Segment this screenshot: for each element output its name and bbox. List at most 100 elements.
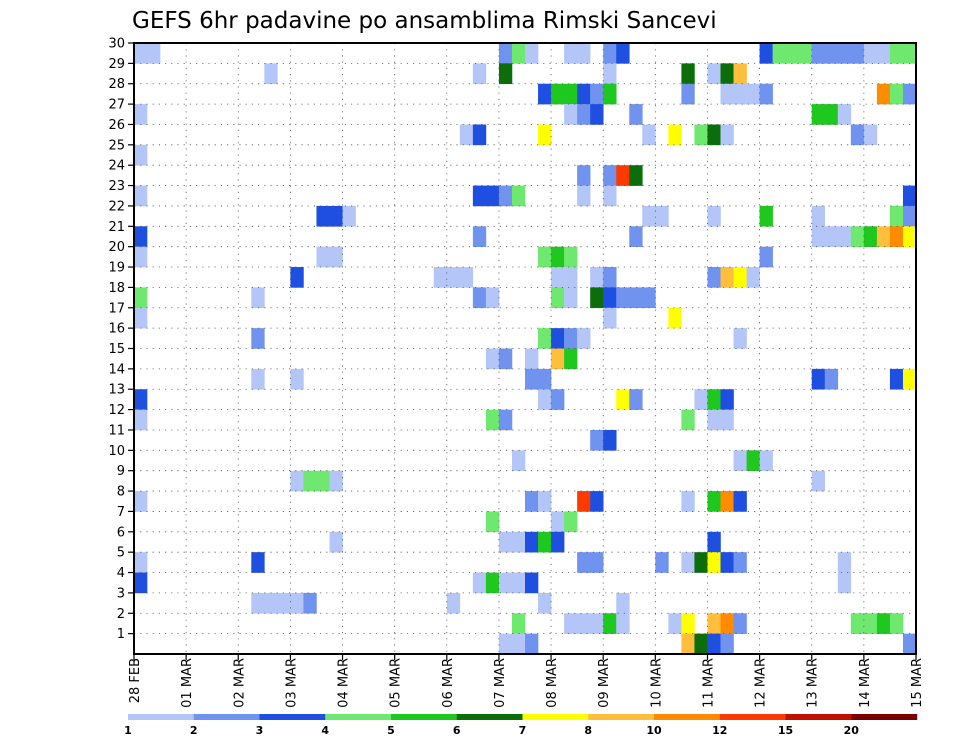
y-tick-label: 21 — [108, 220, 125, 235]
y-tick-label: 16 — [108, 322, 125, 337]
heatmap-cell — [707, 633, 721, 655]
heatmap-cell — [889, 83, 904, 105]
heatmap-cell — [863, 613, 878, 634]
y-tick-label: 3 — [117, 586, 125, 601]
heatmap-cell — [525, 43, 539, 64]
heatmap-cell — [551, 246, 565, 268]
y-axis: 1234567891011121314151617181920212223242… — [108, 37, 134, 642]
heatmap-cell — [472, 124, 487, 146]
heatmap-cell — [472, 63, 487, 85]
heatmap-cell — [720, 124, 734, 146]
heatmap-cell — [603, 287, 617, 309]
x-tick-label: 28 FEB — [128, 658, 143, 703]
colorbar-label: 10 — [646, 724, 662, 737]
x-tick-label: 10 MAR — [649, 658, 664, 708]
heatmap-cell — [303, 470, 317, 492]
heatmap-cell — [538, 531, 552, 553]
heatmap-cell — [889, 205, 904, 227]
y-tick-label: 9 — [117, 464, 125, 479]
heatmap-cell — [551, 287, 565, 309]
y-tick-label: 19 — [108, 261, 125, 276]
y-tick-label: 5 — [117, 546, 125, 561]
heatmap-cell — [525, 531, 539, 553]
heatmap-cell — [264, 63, 278, 85]
grid-lines — [134, 43, 916, 654]
heatmap-cell — [525, 633, 539, 655]
y-tick-label: 6 — [117, 525, 125, 540]
heatmap-cell — [733, 552, 747, 573]
heatmap-cell — [590, 552, 604, 573]
heatmap-cell — [824, 368, 839, 390]
heatmap-cell — [837, 552, 852, 573]
heatmap-cell — [511, 43, 526, 64]
y-tick-label: 14 — [108, 362, 125, 377]
heatmap-cell — [616, 165, 630, 186]
heatmap-cell — [134, 389, 148, 410]
heatmap-cell — [577, 552, 591, 573]
y-tick-label: 26 — [108, 118, 125, 133]
heatmap-cell — [629, 104, 643, 125]
colorbar-label: 2 — [190, 724, 198, 737]
heatmap-cell — [498, 63, 513, 85]
heatmap-cell — [889, 613, 904, 634]
heatmap-cell — [733, 267, 747, 288]
colorbar-swatch — [785, 714, 852, 720]
heatmap-cell — [889, 368, 904, 390]
y-tick-label: 18 — [108, 281, 125, 296]
y-tick-label: 20 — [108, 240, 125, 255]
heatmap-cell — [603, 185, 617, 207]
heatmap-cell — [498, 185, 513, 207]
heatmap-cell — [863, 226, 878, 247]
heatmap-cell — [720, 633, 734, 655]
heatmap-cell — [564, 613, 578, 634]
heatmap-cell — [733, 450, 747, 471]
heatmap-cell — [707, 205, 721, 227]
heatmap-cell — [551, 348, 565, 370]
heatmap-cell — [876, 226, 891, 247]
heatmap-cell — [134, 409, 148, 431]
heatmap-cell — [264, 592, 278, 614]
heatmap-cell — [564, 511, 578, 533]
heatmap-cell — [616, 43, 630, 64]
heatmap-cell — [577, 185, 591, 207]
heatmap-cell — [694, 124, 708, 146]
heatmap-cell — [538, 368, 552, 390]
y-tick-label: 7 — [117, 505, 125, 520]
heatmap-cell — [681, 409, 695, 431]
heatmap-cell — [603, 63, 617, 85]
heatmap-cell — [590, 287, 604, 309]
heatmap-cell — [707, 552, 721, 573]
heatmap-cell — [707, 63, 721, 85]
heatmap-cell — [668, 613, 682, 634]
colorbar-label: 3 — [256, 724, 264, 737]
x-axis: 28 FEB 01 MAR 02 MAR 03 MAR 04 MAR 05 MAR 06 M… — [128, 654, 925, 708]
heatmap-cell — [577, 104, 591, 125]
heatmap-cell — [290, 592, 304, 614]
heatmap-cell — [668, 124, 682, 146]
heatmap-cell — [707, 491, 721, 512]
x-tick-label: 06 MAR — [441, 658, 456, 708]
heatmap-cell — [746, 450, 760, 471]
y-tick-label: 4 — [117, 566, 125, 581]
heatmap-cell — [251, 592, 265, 614]
heatmap-cell — [707, 389, 721, 410]
heatmap-cell — [785, 43, 799, 64]
heatmap-cell — [707, 531, 721, 553]
heatmap-cell — [485, 185, 500, 207]
heatmap-cell — [720, 613, 734, 634]
y-tick-label: 17 — [108, 301, 125, 316]
heatmap-cell — [277, 592, 291, 614]
heatmap-cell — [720, 267, 734, 288]
heatmap-cell — [459, 267, 474, 288]
y-tick-label: 1 — [117, 627, 125, 642]
y-tick-label: 15 — [108, 342, 125, 357]
colorbar-legend: 1 2 3 4 5 6 7 8 10 12 15 20 — [124, 714, 918, 737]
heatmap-cell — [629, 389, 643, 410]
heatmap-cell — [759, 83, 773, 105]
heatmap-cell — [694, 389, 708, 410]
colorbar-swatch — [325, 714, 392, 720]
heatmap-cell — [707, 124, 721, 146]
heatmap-cell — [707, 409, 721, 431]
heatmap-cell — [538, 389, 552, 410]
